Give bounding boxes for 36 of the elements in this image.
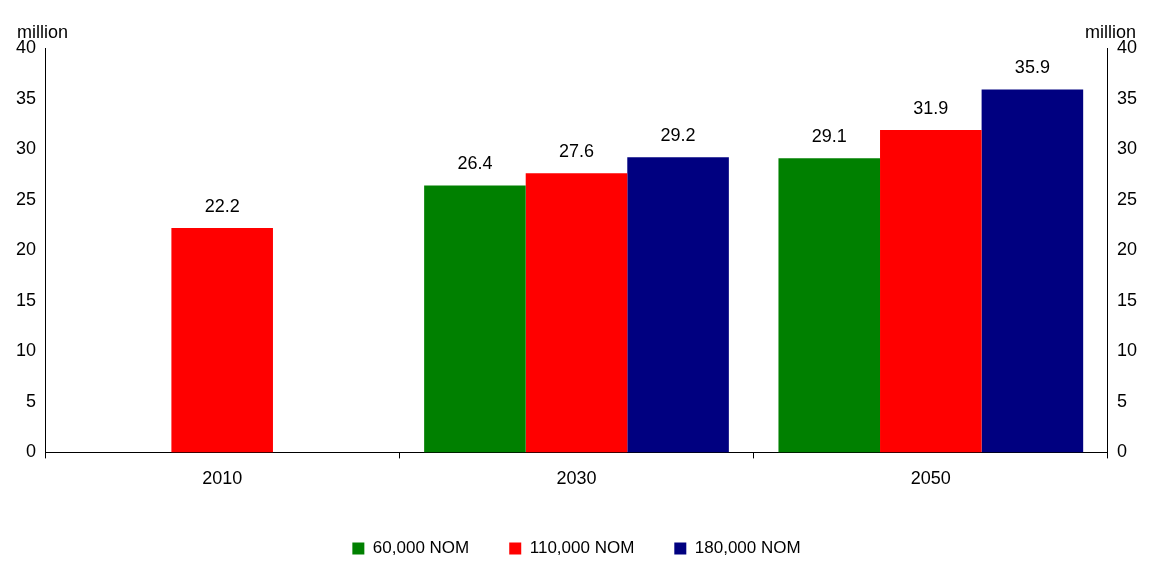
- bar: [525, 173, 628, 453]
- legend-label: 180,000 NOM: [694, 538, 801, 558]
- data-label: 26.4: [457, 153, 493, 174]
- data-label: 27.6: [558, 141, 595, 162]
- y2-tick-label: 25: [1116, 188, 1138, 209]
- y-tick-label: 30: [15, 138, 37, 159]
- y2-tick-label: 5: [1116, 390, 1127, 411]
- y-tick-label: 20: [15, 239, 37, 260]
- bar: [424, 185, 526, 453]
- y-tick-label: 0: [26, 441, 37, 462]
- y2-tick-label: 10: [1116, 340, 1138, 361]
- data-label: 31.9: [913, 97, 949, 118]
- data-label: 29.1: [811, 126, 847, 147]
- legend-label: 110,000 NOM: [529, 538, 635, 558]
- y-tick-label: 35: [15, 87, 37, 108]
- bar: [171, 227, 273, 453]
- bar: [981, 89, 1084, 453]
- legend-label: 60,000 NOM: [372, 538, 470, 558]
- data-label: 35.9: [1014, 57, 1050, 78]
- x-tick-label: 2030: [556, 468, 597, 489]
- y-tick-label: 15: [15, 289, 37, 310]
- y2-tick-label: 35: [1116, 87, 1138, 108]
- y-tick-label: 25: [15, 188, 37, 209]
- y2-tick-label: 15: [1116, 289, 1138, 310]
- y2-tick-label: 0: [1116, 441, 1127, 462]
- x-tick-label: 2050: [910, 468, 951, 489]
- data-label: 22.2: [204, 195, 240, 216]
- y-tick-label: 5: [26, 390, 37, 411]
- bar: [778, 158, 881, 453]
- y2-tick-label: 30: [1116, 138, 1138, 159]
- bar: [627, 157, 729, 453]
- x-tick-label: 2010: [202, 468, 243, 489]
- bar: [880, 129, 982, 453]
- data-label: 29.2: [660, 125, 696, 146]
- y-tick-label: 10: [15, 340, 37, 361]
- y2-tick-label: 20: [1116, 239, 1138, 260]
